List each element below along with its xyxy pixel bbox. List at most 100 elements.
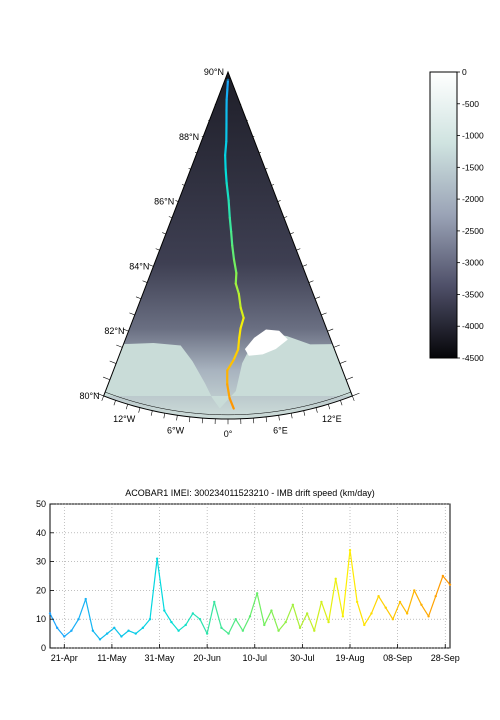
speed-line-segment xyxy=(385,607,394,620)
speed-point xyxy=(341,615,345,618)
speed-point xyxy=(313,629,316,632)
track-segment xyxy=(228,216,233,233)
speed-point xyxy=(263,623,266,627)
speed-line-segment xyxy=(106,627,115,635)
speed-point xyxy=(205,632,209,635)
map-land-region xyxy=(244,329,288,356)
y-tick-label: 50 xyxy=(36,499,46,509)
speed-line-segment xyxy=(70,618,80,632)
lat-tick xyxy=(168,216,173,219)
speed-point xyxy=(70,629,73,632)
speed-line-segment xyxy=(320,601,330,623)
speed-point xyxy=(213,600,216,604)
speed-point xyxy=(277,629,280,632)
lat-tick xyxy=(277,200,281,202)
map-bathymetry-fill xyxy=(103,72,353,419)
speed-line-segment xyxy=(213,601,223,628)
lat-tick xyxy=(109,360,117,364)
lon-tick xyxy=(340,400,343,406)
x-tick-label: 28-Sep xyxy=(431,653,460,663)
speed-line-segment xyxy=(85,598,94,631)
colorbar-gradient xyxy=(429,71,458,359)
speed-line-segment xyxy=(285,604,294,623)
lat-tick xyxy=(314,296,321,300)
lat-tick xyxy=(271,184,275,186)
x-tick-label: 21-Apr xyxy=(51,653,78,663)
lon-label: 6°W xyxy=(167,425,185,435)
speed-point xyxy=(134,632,137,635)
speed-line-segment xyxy=(113,627,122,637)
lon-tick xyxy=(189,416,191,423)
chart-grid xyxy=(50,503,450,649)
lat-tick xyxy=(346,376,353,381)
track-segment xyxy=(230,230,234,247)
x-tick-label: 10-Jul xyxy=(243,653,268,663)
lon-label: 0° xyxy=(224,429,233,439)
speed-point xyxy=(270,609,273,612)
speed-point xyxy=(234,618,237,621)
lat-tick xyxy=(296,248,301,251)
speed-point xyxy=(377,594,380,598)
lon-tick xyxy=(278,415,280,421)
chart-x-axis: 21-Apr 11-May 31-May 20-Jun 10-Jul 30-Jul 19-A… xyxy=(51,644,460,663)
speed-line-segment xyxy=(270,610,280,631)
speed-point xyxy=(405,612,409,615)
speed-chart: ACOBAR1 IMEI: 300234011523210 - IMB drif… xyxy=(36,488,460,663)
speed-point xyxy=(170,620,173,624)
speed-point xyxy=(227,632,230,635)
map-lat-labels: 90°N 88°N 86°N 84°N 82°N 80°N xyxy=(80,67,224,401)
colorbar-tick-label: -4000 xyxy=(462,321,484,331)
speed-point xyxy=(184,623,187,627)
speed-point xyxy=(348,548,352,552)
speed-line-segment xyxy=(170,621,180,632)
lat-tick xyxy=(129,312,135,316)
lat-tick xyxy=(333,344,340,348)
speed-line-segment xyxy=(178,624,187,632)
colorbar-tick-label: -2000 xyxy=(462,194,484,204)
lat-label: 90°N xyxy=(204,67,224,77)
chart-plot-area xyxy=(49,503,451,649)
speed-line-segment xyxy=(349,549,358,603)
speed-line-segment xyxy=(78,598,87,620)
speed-point xyxy=(434,594,437,598)
y-tick-label: 40 xyxy=(36,528,46,538)
lon-tick xyxy=(328,404,331,410)
speed-point xyxy=(441,574,445,578)
lat-tick xyxy=(252,135,255,138)
chart-title: ACOBAR1 IMEI: 300234011523210 - IMB drif… xyxy=(125,488,374,498)
speed-point xyxy=(420,603,423,606)
lat-tick xyxy=(352,392,360,397)
colorbar-tick-label: -4500 xyxy=(462,353,484,363)
speed-line-segment xyxy=(299,613,308,629)
speed-line-segment xyxy=(342,550,351,617)
speed-line-segment xyxy=(256,593,265,626)
track-segment xyxy=(237,327,242,341)
lon-tick xyxy=(290,413,293,419)
lat-label: 84°N xyxy=(129,261,149,271)
track-segment xyxy=(224,140,228,157)
polar-map: 90°N88°N86°N84°N82°N80°N 12°W6°W 0° 6°E12°… xyxy=(80,67,360,439)
speed-line-segment xyxy=(199,618,208,634)
speed-point xyxy=(55,626,59,630)
speed-point xyxy=(298,626,302,630)
speed-line-segment xyxy=(163,610,172,623)
speed-line-segment xyxy=(420,604,430,617)
speed-point xyxy=(198,618,202,621)
x-tick-label: 20-Jun xyxy=(193,653,221,663)
lat-tick xyxy=(290,232,294,235)
track-segment xyxy=(227,199,231,219)
speed-line-segment xyxy=(228,618,237,634)
speed-point xyxy=(370,612,373,615)
lon-tick xyxy=(113,400,116,406)
speed-point xyxy=(48,612,52,615)
speed-line-segment xyxy=(56,627,65,637)
speed-point xyxy=(334,577,337,581)
speed-line-segment xyxy=(392,601,401,620)
lon-label: 12°E xyxy=(322,414,342,424)
speed-point xyxy=(363,623,366,627)
lat-tick xyxy=(135,296,142,300)
lat-label: 88°N xyxy=(179,132,199,142)
colorbar-tick-label: -2500 xyxy=(462,226,484,236)
lat-tick xyxy=(175,200,179,202)
speed-line-segment xyxy=(135,627,144,635)
